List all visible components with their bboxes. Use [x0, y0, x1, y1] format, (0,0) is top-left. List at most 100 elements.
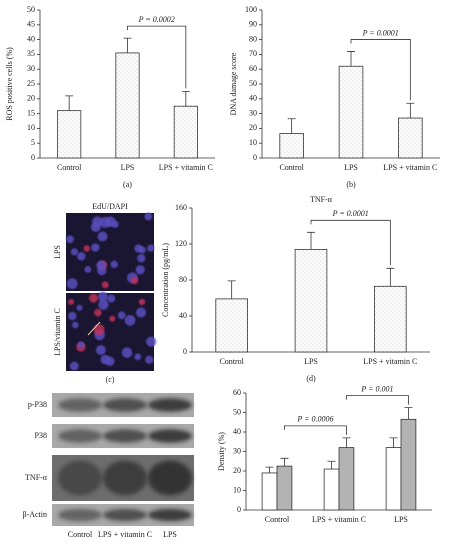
bar: [261, 472, 278, 511]
y-tick-label: 20: [27, 94, 35, 103]
y-tick-label: 50: [233, 407, 241, 416]
y-tick-label: 35: [27, 49, 35, 58]
y-axis-label: DNA damage score: [229, 52, 238, 115]
error-bar: [65, 95, 74, 111]
cell-nucleus: [130, 276, 139, 285]
blot-band: [148, 460, 192, 496]
cell-nucleus: [70, 248, 79, 256]
cell-nucleus: [83, 245, 91, 252]
blot-band: [103, 429, 147, 443]
y-tick-label: 10: [233, 485, 241, 494]
y-tick-label: 70: [249, 49, 257, 58]
cell-nucleus: [84, 266, 92, 273]
error-bar: [404, 407, 413, 420]
bar: [338, 65, 364, 159]
micrograph-title: EdU/DAPI: [92, 202, 128, 211]
y-axis-label: Concentration (pg/mL): [161, 243, 170, 317]
y-tick-label: 80: [179, 275, 187, 284]
p-value: P = 0.0002: [138, 15, 175, 24]
y-tick-label: 15: [27, 108, 35, 117]
bar: [338, 447, 355, 511]
x-tick-label: LPS: [304, 357, 318, 366]
error-bar: [227, 280, 236, 299]
p-value: P = 0.001: [360, 384, 393, 393]
cell-nucleus: [66, 235, 74, 244]
cell-nucleus: [121, 347, 133, 358]
cell-nucleus: [69, 361, 79, 371]
blot-lane-label: LPS + vitamin C: [98, 530, 152, 539]
cell-nucleus: [76, 304, 83, 311]
y-axis-label: ROS positive cells (%): [5, 47, 14, 121]
chart-caption: (d): [306, 374, 316, 383]
error-bar: [307, 231, 315, 250]
error-bar: [406, 102, 415, 119]
error-bar: [342, 437, 351, 448]
x-tick-label: LPS + vitamin C: [363, 357, 417, 366]
micrograph-row-label: LPS/vitamin C: [53, 308, 62, 356]
blot-band: [58, 508, 102, 522]
cell-nucleus: [110, 260, 118, 269]
cell-nucleus: [89, 293, 99, 303]
bar: [374, 285, 407, 353]
cell-nucleus: [137, 254, 146, 263]
y-tick-label: 45: [27, 20, 35, 29]
significance-bracket: [346, 395, 409, 405]
y-tick-label: 25: [27, 79, 35, 88]
cell-nucleus: [107, 294, 116, 303]
cell-nucleus: [117, 311, 126, 320]
cell-nucleus: [100, 354, 111, 365]
y-axis-label: Density (%): [217, 432, 226, 471]
significance-bracket: [127, 25, 187, 89]
cell-nucleus: [109, 315, 116, 322]
y-tick-label: 30: [249, 108, 257, 117]
error-bar: [123, 37, 132, 53]
y-tick-label: 40: [27, 34, 35, 43]
blot-band: [148, 508, 192, 522]
y-tick-label: 0: [237, 505, 241, 514]
significance-bracket: [310, 219, 391, 266]
cell-nucleus: [91, 243, 100, 252]
bar: [276, 465, 293, 511]
x-tick-label: LPS: [121, 163, 135, 172]
cell-nucleus: [134, 244, 143, 253]
bar: [294, 248, 328, 353]
blot-lane-label: LPS: [163, 530, 177, 539]
cell-nucleus: [68, 311, 77, 321]
cell-nucleus: [147, 244, 155, 252]
chart-title: TNF-α: [310, 195, 333, 204]
blot-lane-label: Control: [68, 530, 93, 539]
y-tick-label: 160: [175, 203, 187, 212]
cell-nucleus: [146, 336, 157, 347]
cell-nucleus: [145, 355, 154, 364]
y-tick-label: 30: [27, 64, 35, 73]
blot-band: [103, 398, 147, 412]
micrograph-row-label: LPS: [53, 245, 62, 259]
blot-row-label: P38: [35, 431, 47, 440]
cell-nucleus: [68, 298, 75, 305]
error-bar: [287, 118, 296, 134]
p-value: P = 0.0001: [332, 209, 369, 218]
cell-nucleus: [77, 252, 86, 261]
blot-row-label: β-Actin: [22, 510, 47, 519]
cell-nucleus: [144, 212, 153, 221]
cell-nucleus: [71, 321, 79, 329]
y-tick-label: 60: [233, 388, 241, 397]
x-tick-label: Control: [265, 515, 290, 524]
y-tick-label: 0: [253, 153, 257, 162]
x-tick-label: LPS: [394, 515, 408, 524]
error-bar: [280, 457, 289, 467]
y-tick-label: 30: [233, 446, 241, 455]
y-tick-label: 10: [27, 123, 35, 132]
cell-nucleus: [135, 265, 145, 275]
error-bar: [181, 91, 190, 107]
chart-caption: (b): [346, 180, 356, 189]
cell-nucleus: [99, 216, 111, 228]
x-tick-label: LPS + vitamin C: [159, 163, 213, 172]
blot-band: [148, 398, 192, 412]
significance-bracket: [350, 39, 411, 101]
bar: [398, 117, 423, 159]
blot-band: [58, 460, 102, 496]
y-tick-label: 120: [175, 239, 187, 248]
bar: [323, 468, 340, 511]
